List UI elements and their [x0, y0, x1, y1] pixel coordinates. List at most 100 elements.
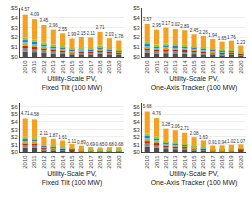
svg-text:2010: 2010	[144, 60, 150, 74]
svg-text:$2: $2	[133, 34, 140, 40]
svg-text:2020: 2020	[238, 60, 244, 74]
svg-text:$0: $0	[11, 54, 18, 60]
svg-text:4.71: 4.71	[21, 111, 30, 116]
svg-text:$4: $4	[11, 119, 18, 125]
svg-text:$0: $0	[133, 54, 140, 60]
svg-text:2.96: 2.96	[49, 23, 58, 28]
svg-text:2020: 2020	[238, 155, 244, 169]
svg-text:$3: $3	[133, 25, 140, 31]
svg-text:0.65: 0.65	[96, 142, 105, 147]
svg-text:$3: $3	[11, 25, 18, 31]
svg-text:0.68: 0.68	[114, 142, 123, 147]
svg-text:$0: $0	[133, 149, 140, 155]
svg-text:2020: 2020	[116, 60, 122, 74]
svg-text:2019: 2019	[106, 60, 112, 74]
svg-text:2015: 2015	[191, 60, 197, 74]
svg-text:2011: 2011	[32, 155, 38, 169]
svg-text:3.02: 3.02	[171, 22, 180, 27]
svg-text:$3: $3	[11, 126, 18, 132]
svg-text:2012: 2012	[41, 155, 47, 169]
svg-text:2016: 2016	[78, 155, 84, 169]
svg-text:$2: $2	[11, 134, 18, 140]
svg-text:2011: 2011	[154, 60, 160, 74]
svg-text:2019: 2019	[106, 155, 112, 169]
svg-text:3.57: 3.57	[143, 17, 152, 22]
svg-text:2017: 2017	[88, 60, 94, 74]
svg-text:2012: 2012	[41, 60, 47, 74]
svg-text:2011: 2011	[32, 60, 38, 74]
svg-text:0.69: 0.69	[86, 142, 95, 147]
svg-text:1.76: 1.76	[227, 35, 236, 40]
svg-text:2.71: 2.71	[180, 126, 189, 131]
svg-text:1.23: 1.23	[236, 40, 245, 45]
svg-text:2017: 2017	[210, 60, 216, 74]
svg-text:2011: 2011	[154, 155, 160, 169]
svg-text:2014: 2014	[182, 60, 188, 74]
svg-text:1.65: 1.65	[218, 36, 227, 41]
svg-text:$4: $4	[133, 119, 140, 125]
svg-text:2013: 2013	[172, 60, 178, 74]
svg-text:2012: 2012	[163, 155, 169, 169]
svg-text:2.55: 2.55	[58, 27, 67, 32]
svg-text:2016: 2016	[200, 60, 206, 74]
svg-text:2.11: 2.11	[86, 31, 95, 36]
svg-text:2014: 2014	[60, 155, 66, 169]
svg-text:2010: 2010	[22, 60, 28, 74]
svg-text:2015: 2015	[69, 60, 75, 74]
svg-text:2018: 2018	[219, 155, 225, 169]
svg-text:5.68: 5.68	[143, 104, 152, 109]
svg-text:3.28: 3.28	[162, 122, 171, 127]
svg-text:3.06: 3.06	[171, 124, 180, 129]
svg-text:2020: 2020	[116, 155, 122, 169]
svg-text:3.17: 3.17	[162, 21, 171, 26]
svg-text:2.15: 2.15	[77, 31, 86, 36]
svg-text:$6: $6	[133, 104, 140, 110]
svg-text:0.89: 0.89	[77, 140, 86, 145]
svg-text:2.11: 2.11	[40, 131, 49, 136]
svg-text:2018: 2018	[97, 155, 103, 169]
svg-text:1.63: 1.63	[199, 135, 208, 140]
svg-text:2018: 2018	[97, 60, 103, 74]
svg-text:Utility-Scale PV,One-Axis Trac: Utility-Scale PV,One-Axis Tracker (100 M…	[151, 170, 238, 187]
svg-text:2019: 2019	[228, 60, 234, 74]
svg-text:$5: $5	[133, 5, 140, 11]
svg-text:$4: $4	[133, 15, 140, 21]
svg-text:1.99: 1.99	[68, 32, 77, 37]
svg-text:Utility-Scale PV,Fixed Tilt (1: Utility-Scale PV,Fixed Tilt (100 MW)	[42, 75, 103, 92]
svg-text:2014: 2014	[182, 155, 188, 169]
svg-text:$1: $1	[11, 44, 18, 50]
svg-text:Utility-Scale PV,Fixed Tilt (1: Utility-Scale PV,Fixed Tilt (100 MW)	[42, 170, 103, 187]
svg-text:1.07: 1.07	[236, 139, 245, 144]
svg-text:1.87: 1.87	[49, 133, 58, 138]
svg-text:2.89: 2.89	[180, 24, 189, 29]
svg-text:4.09: 4.09	[30, 12, 39, 17]
svg-text:2.26: 2.26	[199, 30, 208, 35]
svg-text:$5: $5	[11, 111, 18, 117]
svg-text:2.45: 2.45	[190, 28, 199, 33]
svg-text:1.78: 1.78	[114, 34, 123, 39]
svg-text:1.02: 1.02	[227, 139, 236, 144]
svg-text:$4: $4	[11, 15, 18, 21]
svg-text:$1: $1	[133, 142, 140, 148]
svg-text:0.68: 0.68	[105, 142, 114, 147]
svg-text:2019: 2019	[228, 155, 234, 169]
svg-text:1.11: 1.11	[68, 139, 77, 144]
svg-text:2017: 2017	[88, 155, 94, 169]
svg-text:4.58: 4.58	[30, 112, 39, 117]
svg-text:4.76: 4.76	[152, 111, 161, 116]
svg-text:3.45: 3.45	[40, 18, 49, 23]
svg-text:2016: 2016	[78, 60, 84, 74]
svg-text:2.08: 2.08	[190, 131, 199, 136]
svg-text:2016: 2016	[200, 155, 206, 169]
svg-text:2017: 2017	[210, 155, 216, 169]
svg-text:1.61: 1.61	[58, 135, 67, 140]
svg-text:$5: $5	[133, 111, 140, 117]
svg-text:$5: $5	[11, 5, 18, 11]
svg-text:2015: 2015	[69, 155, 75, 169]
svg-text:2012: 2012	[163, 60, 169, 74]
svg-text:2013: 2013	[50, 60, 56, 74]
svg-text:1.94: 1.94	[208, 33, 217, 38]
svg-text:2010: 2010	[22, 155, 28, 169]
svg-text:Utility-Scale PV,One-Axis Trac: Utility-Scale PV,One-Axis Tracker (100 M…	[151, 75, 238, 92]
svg-text:4.57: 4.57	[21, 7, 30, 12]
